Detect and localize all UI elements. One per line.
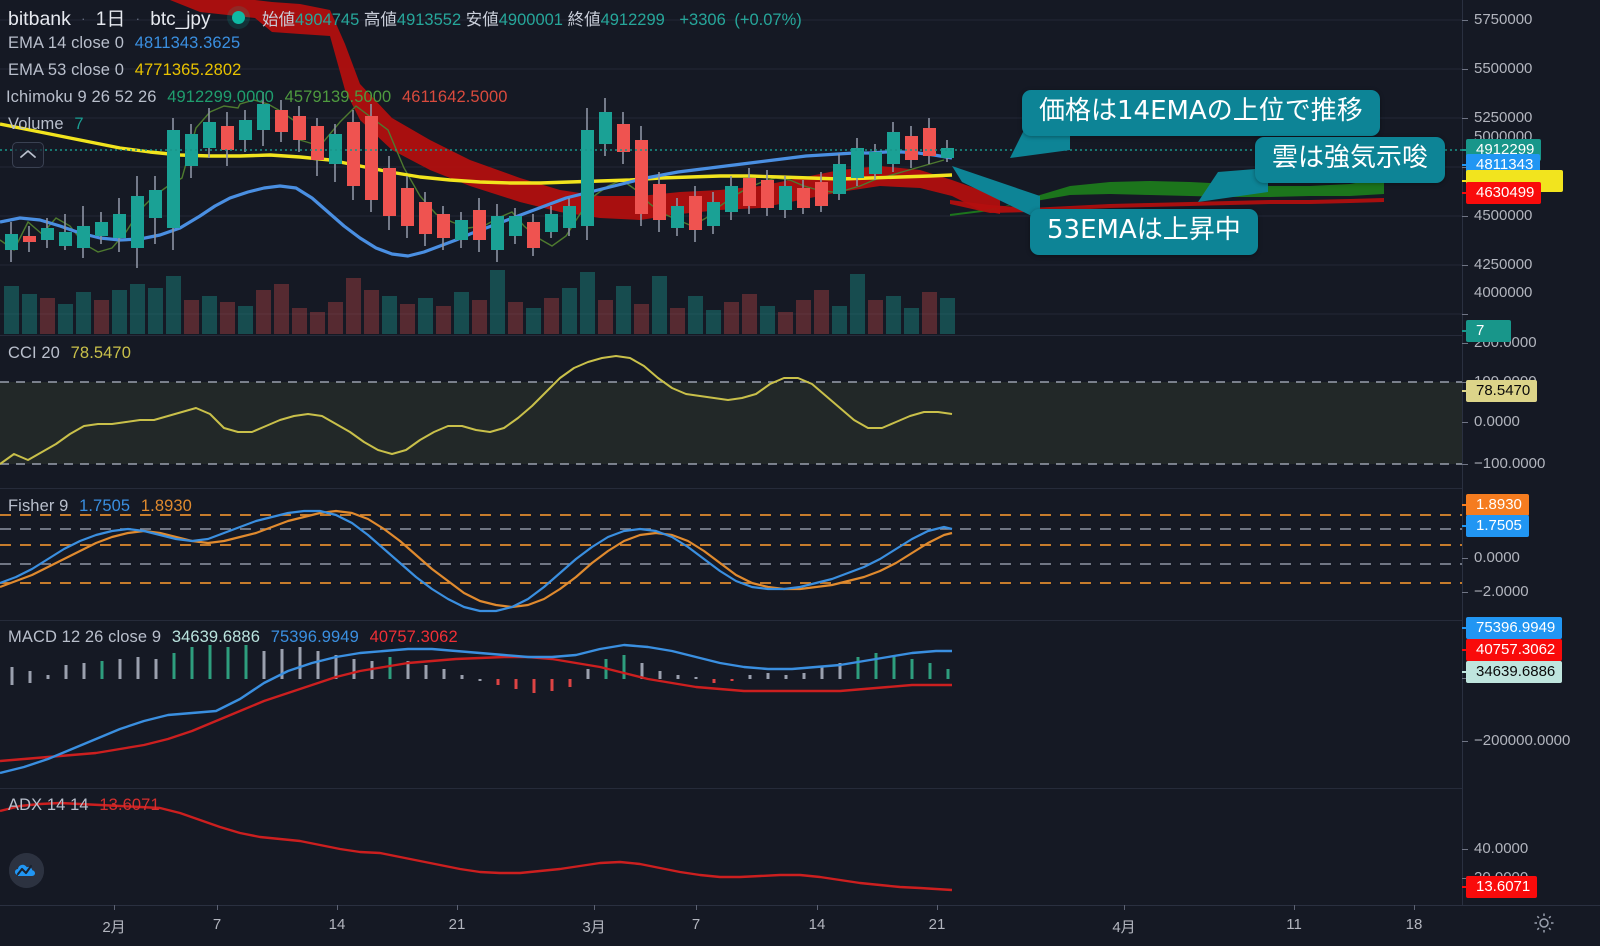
open-value: 4904745 — [295, 11, 360, 29]
price-axis[interactable]: 5750000 5500000 5250000 5000000 4500000 … — [1461, 0, 1600, 905]
cci-chart-svg — [0, 336, 1462, 487]
close-value: 4912299 — [600, 11, 665, 29]
price-panel[interactable]: EMA 14 close 0 4811343.3625 EMA 53 close… — [0, 0, 1462, 334]
price-tick: 5250000 — [1474, 109, 1533, 126]
cci-tick: −100.0000 — [1474, 455, 1546, 472]
high-value: 4913552 — [396, 11, 462, 29]
adx-value-pill[interactable]: 13.6071 — [1461, 876, 1538, 898]
date-tick: 7 — [212, 916, 222, 933]
date-tick: 14 — [328, 916, 346, 933]
cci-panel[interactable]: CCI 20 78.5470 — [0, 336, 1462, 487]
price-tick: 4500000 — [1474, 207, 1533, 224]
timeframe-label[interactable]: 1日 — [95, 9, 126, 30]
close-label: 終値 — [567, 11, 601, 29]
change-percent-value: (+0.07%) — [734, 11, 802, 29]
separator-cci — [0, 335, 1600, 336]
annotation-price-above-ema14[interactable]: 価格は14EMAの上位で推移 — [1022, 90, 1380, 136]
collapse-pane-button[interactable] — [12, 142, 44, 168]
cci-tick: 0.0000 — [1474, 413, 1520, 430]
callout-tail-3 — [952, 166, 1040, 220]
macd-signal-line — [0, 655, 952, 763]
fisher-tick: 0.0000 — [1474, 549, 1520, 566]
cci-line — [0, 355, 953, 465]
price-tick: 5750000 — [1474, 11, 1533, 28]
macd-panel[interactable]: MACD 12 26 close 9 34639.6886 75396.9949… — [0, 621, 1462, 787]
date-tick: 18 — [1405, 916, 1423, 933]
candlesticks[interactable] — [5, 92, 954, 268]
low-value: 4900001 — [498, 11, 563, 29]
fisher-line — [0, 509, 953, 613]
cci-value-pill[interactable]: 78.5470 — [1461, 380, 1538, 402]
exchange-label[interactable]: bitbank — [8, 8, 71, 30]
volume-price-pill[interactable]: 7 — [1462, 320, 1511, 342]
annotation-ema53-rising[interactable]: 53EMAは上昇中 — [1030, 209, 1258, 255]
callout-tail-2 — [1198, 168, 1268, 202]
ichimoku-cloud-red — [0, 0, 1000, 220]
adx-panel[interactable]: ADX 14 14 13.6071 — [0, 789, 1462, 905]
macd-line-pill[interactable]: 75396.9949 — [1461, 617, 1563, 639]
price-chart-svg — [0, 0, 1462, 334]
ichimoku-price-pill[interactable]: 4630499 — [1461, 182, 1542, 204]
separator-macd — [0, 620, 1600, 621]
macd-histogram-pill[interactable]: 34639.6886 — [1461, 661, 1563, 683]
macd-signal-pill[interactable]: 40757.3062 — [1461, 639, 1563, 661]
change-value: +3306 — [679, 11, 726, 29]
fisher-tick: −2.0000 — [1474, 583, 1529, 600]
macd-line — [0, 643, 952, 775]
header-separator-2: · — [135, 11, 140, 26]
header-separator-1: · — [81, 11, 86, 26]
date-tick: 11 — [1286, 916, 1302, 933]
date-tick: 7 — [691, 916, 701, 933]
price-tick: 5500000 — [1474, 60, 1533, 77]
fisher-value-pill[interactable]: 1.7505 — [1462, 515, 1529, 537]
date-tick: 21 — [448, 916, 466, 933]
market-status-indicator-icon — [231, 11, 245, 24]
fisher-trigger-pill[interactable]: 1.8930 — [1462, 494, 1529, 516]
volume-bars — [4, 270, 955, 334]
macd-chart-svg — [0, 621, 1462, 787]
date-tick: 2月 — [102, 919, 126, 936]
settings-button[interactable] — [1533, 912, 1555, 934]
adx-chart-svg — [0, 789, 1462, 905]
adx-line — [0, 801, 953, 892]
fisher-panel[interactable]: Fisher 9 1.7505 1.8930 — [0, 489, 1462, 619]
adx-tick: 40.0000 — [1474, 840, 1529, 857]
cloud-chart-logo-icon — [9, 853, 44, 888]
date-axis[interactable]: 2月 7 14 21 3月 7 14 21 4月 11 18 — [0, 905, 1600, 946]
ohlc-values: 始値4904745 高値4913552 安値4900001 終値4912299 … — [262, 11, 802, 29]
price-tick: 4250000 — [1474, 256, 1533, 273]
gear-icon — [1534, 913, 1554, 933]
price-tick: 4000000 — [1474, 284, 1533, 301]
date-tick: 21 — [928, 916, 946, 933]
high-label: 高値 — [363, 11, 397, 29]
fisher-chart-svg — [0, 489, 1462, 619]
date-tick: 3月 — [582, 919, 606, 936]
macd-tick: −200000.0000 — [1474, 732, 1571, 749]
separator-adx — [0, 788, 1600, 789]
low-label: 安値 — [465, 11, 499, 29]
date-tick: 14 — [808, 916, 826, 933]
ichimoku-cloud-green — [950, 178, 1384, 216]
annotation-cloud-bullish[interactable]: 雲は強気示唆 — [1255, 137, 1446, 183]
chart-header[interactable]: bitbank · 1日 · btc_jpy 始値4904745 高値49135… — [8, 4, 802, 31]
symbol-label[interactable]: btc_jpy — [150, 9, 211, 30]
date-tick: 4月 — [1112, 919, 1136, 936]
separator-fisher — [0, 488, 1600, 489]
chevron-up-icon — [20, 150, 36, 158]
open-label: 始値 — [262, 11, 296, 29]
ema53-line — [0, 122, 953, 185]
fisher-trigger-line — [0, 509, 953, 609]
